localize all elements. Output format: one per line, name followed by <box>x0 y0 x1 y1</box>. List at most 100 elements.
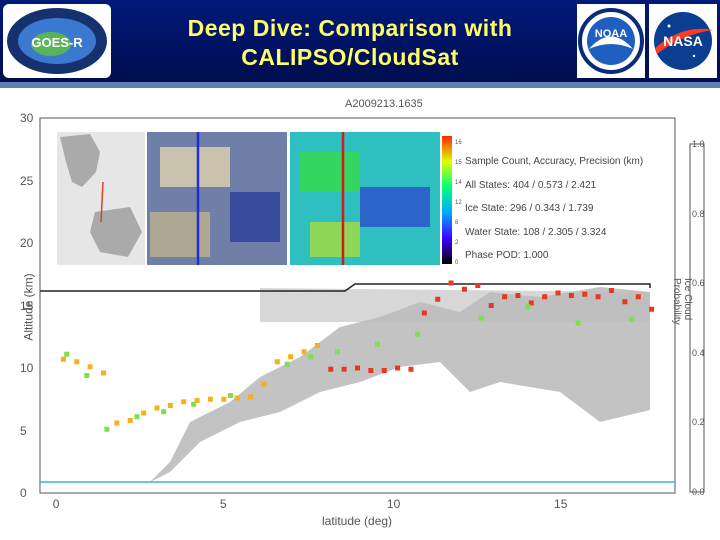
point-water-state-1 <box>74 359 80 365</box>
colorbar-tick-label: 0.4 <box>692 347 705 358</box>
point-ice-state-17 <box>555 290 561 296</box>
y-tick-label: 30 <box>20 111 34 125</box>
point-water-state-13 <box>234 395 240 401</box>
y-tick-label: 10 <box>20 361 34 375</box>
point-mixed-state-1 <box>84 373 90 378</box>
point-mixed-state-7 <box>284 361 290 367</box>
goes-r-logo: GOES-R <box>3 4 111 78</box>
point-water-state-7 <box>154 405 160 411</box>
point-mixed-state-4 <box>161 409 167 415</box>
altitude-latitude-plot: 16 15 14 12 8 2 0 <box>39 117 705 494</box>
image-colorbar-tick-label: 14 <box>455 180 462 186</box>
image-colorbar-tick-label: 12 <box>455 200 462 206</box>
point-mixed-state-9 <box>334 349 340 355</box>
point-ice-state-0 <box>328 366 334 372</box>
point-water-state-16 <box>274 359 280 365</box>
point-ice-state-15 <box>528 300 534 306</box>
y-tick-label: 20 <box>20 236 34 250</box>
point-water-state-6 <box>141 410 147 416</box>
colorbar-tick-label: 0.8 <box>692 208 705 219</box>
colorbar-frame <box>689 143 705 493</box>
legend-phase-pod: Phase POD: 1.000 <box>465 250 549 261</box>
point-ice-state-11 <box>475 283 481 288</box>
legend-water-state: Water State: 108 / 2.305 / 3.324 <box>465 226 607 238</box>
inset-image-colorbar <box>442 136 452 264</box>
colorbar-tick-label: 0.6 <box>692 278 705 289</box>
point-water-state-0 <box>60 356 66 362</box>
goes-r-seal-icon: GOES-R <box>7 8 107 74</box>
point-ice-state-19 <box>582 291 588 297</box>
point-water-state-9 <box>181 399 187 405</box>
title-line-2: CALIPSO/CloudSat <box>241 44 459 70</box>
image-colorbar-tick-label: 15 <box>455 160 462 166</box>
point-water-state-12 <box>221 396 227 402</box>
point-mixed-state-8 <box>308 354 314 360</box>
point-mixed-state-3 <box>134 414 140 420</box>
image-colorbar-tick-label: 0 <box>455 260 459 266</box>
image-colorbar-tick-label: 8 <box>455 220 459 226</box>
point-water-state-3 <box>101 370 106 376</box>
point-mixed-state-0 <box>64 351 70 357</box>
point-water-state-5 <box>127 418 133 423</box>
figure-title: A2009213.1635 <box>345 98 423 110</box>
point-ice-state-1 <box>341 366 347 372</box>
point-ice-state-7 <box>421 310 427 316</box>
point-ice-state-10 <box>461 286 467 292</box>
point-ice-state-8 <box>435 296 441 302</box>
nasa-logo-text: NASA <box>663 33 703 49</box>
x-tick-label: 10 <box>386 497 401 511</box>
point-water-state-14 <box>248 394 254 400</box>
point-ice-state-5 <box>395 365 401 371</box>
noaa-seal-icon: NOAA <box>578 8 644 74</box>
point-mixed-state-14 <box>575 320 581 326</box>
reference-line <box>40 283 651 292</box>
scatter-points <box>60 280 655 432</box>
point-water-state-15 <box>261 381 267 387</box>
goes-r-logo-text: GOES-R <box>31 35 83 50</box>
point-water-state-10 <box>194 398 200 403</box>
y-tick-label: 0 <box>20 486 27 500</box>
x-tick-label: 0 <box>52 497 60 511</box>
point-ice-state-14 <box>515 293 521 298</box>
stats-legend: Sample Count, Accuracy, Precision (km) A… <box>465 150 643 268</box>
x-axis-title: latitude (deg) <box>322 514 393 528</box>
point-water-state-11 <box>207 396 213 402</box>
point-water-state-17 <box>288 354 294 360</box>
point-mixed-state-10 <box>375 341 381 347</box>
point-ice-state-6 <box>408 366 414 372</box>
colorbar-tick-label: 0.2 <box>692 417 705 428</box>
point-ice-state-22 <box>622 299 628 305</box>
image-colorbar-tick-label: 2 <box>455 240 459 246</box>
point-mixed-state-12 <box>478 315 484 321</box>
noaa-logo: NOAA <box>577 4 645 78</box>
point-ice-state-9 <box>448 280 454 286</box>
colorbar-tick-label: 1.0 <box>692 139 705 149</box>
point-ice-state-16 <box>542 294 548 300</box>
point-water-state-18 <box>301 349 307 355</box>
header-rule <box>0 82 720 88</box>
point-ice-state-24 <box>649 306 655 312</box>
point-water-state-19 <box>314 343 320 348</box>
point-mixed-state-5 <box>191 401 197 407</box>
point-ice-state-18 <box>568 293 574 298</box>
y-tick-label: 5 <box>20 423 27 438</box>
point-ice-state-3 <box>368 368 374 373</box>
point-ice-state-13 <box>502 294 508 300</box>
nasa-meatball-icon: NASA <box>654 12 713 70</box>
colorbar-title: Ice Cloud Probability <box>671 278 693 325</box>
point-mixed-state-11 <box>415 331 421 337</box>
point-ice-state-2 <box>355 365 360 371</box>
point-ice-state-12 <box>488 303 494 308</box>
slide-title: Deep Dive: Comparison with CALIPSO/Cloud… <box>130 14 570 72</box>
nasa-logo: NASA <box>649 4 717 78</box>
image-colorbar-tick-label: 16 <box>455 140 462 146</box>
legend-all-states: All States: 404 / 0.573 / 2.421 <box>465 179 597 191</box>
point-ice-state-20 <box>595 294 601 300</box>
point-water-state-8 <box>167 403 173 408</box>
point-mixed-state-2 <box>104 426 110 432</box>
point-mixed-state-15 <box>629 316 635 322</box>
x-tick-label: 5 <box>219 497 227 511</box>
colorbar-tick-label: 0.0 <box>692 487 705 497</box>
y-tick-label: 15 <box>20 298 34 313</box>
point-ice-state-21 <box>609 288 614 293</box>
